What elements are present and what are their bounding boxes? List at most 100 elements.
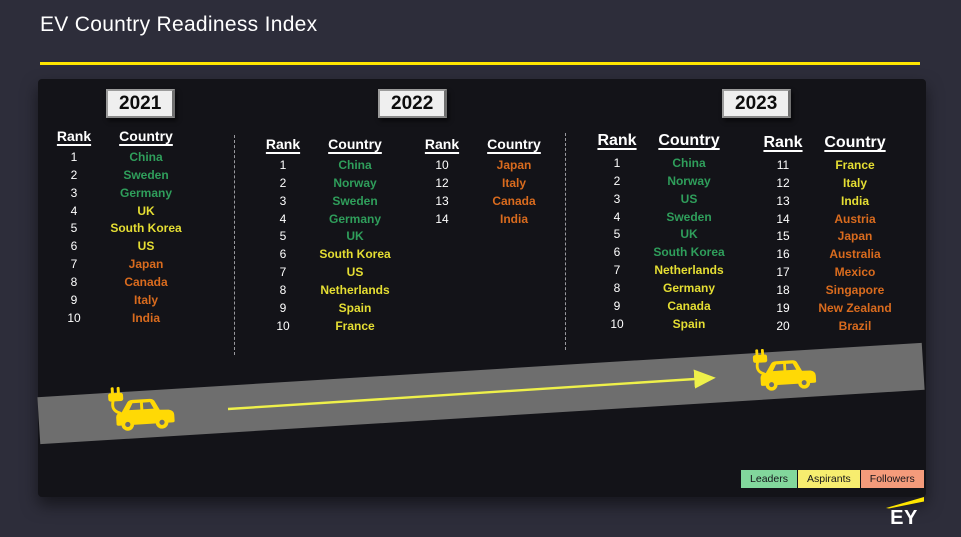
rank-cell: 6	[70, 239, 78, 254]
rank-cell: 15	[776, 229, 790, 244]
country-header: Country	[487, 136, 541, 152]
rank-cell: 7	[70, 257, 78, 272]
rank-cell: 13	[435, 193, 449, 208]
rank-cell: 17	[776, 265, 790, 280]
country-cell: UK	[346, 229, 364, 244]
table-row: 14 Austria	[753, 211, 897, 229]
country-cell: Germany	[119, 185, 173, 200]
table-header-row: Rank Country	[253, 136, 397, 152]
country-cell: China	[672, 156, 706, 170]
rank-cell: 8	[70, 274, 78, 289]
table-row: 18 Singapore	[753, 282, 897, 300]
rank-cell: 1	[70, 150, 78, 164]
rank-header: Rank	[56, 128, 92, 144]
table-row: 3 Germany	[44, 185, 188, 203]
country-cell: South Korea	[110, 221, 182, 236]
country-cell: Australia	[829, 247, 881, 262]
table-row: 5 South Korea	[44, 220, 188, 238]
table-row: 16 Australia	[753, 246, 897, 264]
table-row: 7 US	[253, 264, 397, 282]
country-cell: US	[680, 191, 698, 206]
ev-car-icon-right	[752, 348, 817, 391]
table-row: 5 UK	[253, 228, 397, 246]
year-badge-2023: 2023	[722, 89, 792, 118]
table-row: 15 Japan	[753, 228, 897, 246]
rank-cell: 5	[70, 221, 78, 236]
country-cell: Netherlands	[654, 263, 724, 278]
rank-cell: 1	[613, 156, 621, 170]
rank-cell: 9	[279, 300, 287, 315]
year-badge-2021: 2021	[106, 89, 176, 118]
rank-cell: 10	[610, 316, 624, 331]
rank-header: Rank	[424, 136, 460, 152]
country-cell: Mexico	[834, 265, 876, 280]
rank-cell: 12	[776, 175, 790, 190]
legend-item: Followers	[860, 470, 924, 488]
country-cell: Italy	[842, 175, 867, 190]
rank-cell: 20	[776, 318, 790, 333]
table-row: 7 Japan	[44, 256, 188, 274]
rank-cell: 6	[279, 247, 287, 262]
table-row: 6 South Korea	[587, 244, 731, 262]
country-cell: Spain	[672, 316, 706, 331]
rank-cell: 9	[70, 292, 78, 307]
rank-cell: 2	[279, 175, 287, 190]
table-row: 5 UK	[587, 226, 731, 244]
table-row: 7 Netherlands	[587, 262, 731, 280]
legend-item: Leaders	[741, 470, 797, 488]
table-row: 3 Sweden	[253, 193, 397, 211]
table-row: 12 Italy	[412, 175, 556, 193]
country-cell: Sweden	[332, 193, 378, 208]
ranking-table-2023-bottom: Rank Country 11 France 12 Italy 13 India	[753, 134, 897, 335]
table-row: 11 France	[753, 157, 897, 175]
rank-cell: 10	[276, 318, 290, 333]
country-cell: Japan	[837, 229, 873, 244]
table-row: 20 Brazil	[753, 318, 897, 336]
ev-car-icon-left	[108, 386, 175, 431]
country-cell: Canada	[492, 193, 536, 208]
table-row: 9 Italy	[44, 292, 188, 310]
rank-cell: 3	[70, 185, 78, 200]
rank-cell: 10	[435, 158, 449, 172]
rank-cell: 7	[279, 265, 287, 280]
country-header: Country	[658, 132, 720, 149]
rank-cell: 4	[279, 211, 287, 226]
table-row: 9 Canada	[587, 298, 731, 316]
country-cell: Germany	[328, 211, 382, 226]
table-row: 1 China	[44, 149, 188, 167]
country-header: Country	[119, 128, 173, 144]
rank-header: Rank	[265, 136, 301, 152]
legend-item: Aspirants	[798, 470, 860, 488]
ranking-table-2023-top: Rank Country 1 China 2 Norway 3 US	[587, 132, 731, 333]
rank-cell: 7	[613, 263, 621, 278]
rank-cell: 11	[776, 158, 790, 172]
ey-beam-icon	[886, 497, 924, 509]
table-row: 2 Sweden	[44, 167, 188, 185]
table-row: 3 US	[587, 191, 731, 209]
table-row: 2 Norway	[253, 175, 397, 193]
rank-cell: 5	[613, 227, 621, 242]
country-cell: Germany	[662, 280, 716, 295]
table-row: 8 Netherlands	[253, 282, 397, 300]
country-cell: Norway	[333, 175, 377, 190]
rank-header: Rank	[763, 134, 803, 151]
table-header-row: Rank Country	[587, 132, 731, 150]
country-cell: US	[346, 265, 364, 280]
ranking-table-2021: Rank Country 1 China 2 Sweden 3 Germany	[44, 128, 188, 327]
country-cell: Japan	[496, 158, 532, 172]
rank-cell: 8	[613, 280, 621, 295]
table-row: 8 Germany	[587, 280, 731, 298]
ranking-table-2022-followers: Rank Country 10 Japan 12 Italy 13 Canada	[412, 136, 556, 228]
table-row: 1 China	[587, 155, 731, 173]
rank-cell: 16	[776, 247, 790, 262]
ranking-table-2022-top: Rank Country 1 China 2 Norway 3 Sweden	[253, 136, 397, 335]
table-row: 8 Canada	[44, 274, 188, 292]
country-cell: India	[499, 211, 528, 226]
ey-logo-text: EY	[890, 507, 918, 529]
country-cell: Austria	[834, 211, 876, 226]
rank-cell: 2	[70, 167, 78, 182]
country-cell: Norway	[667, 173, 711, 188]
country-cell: Singapore	[825, 282, 885, 297]
country-cell: New Zealand	[818, 300, 892, 315]
rank-cell: 14	[776, 211, 790, 226]
